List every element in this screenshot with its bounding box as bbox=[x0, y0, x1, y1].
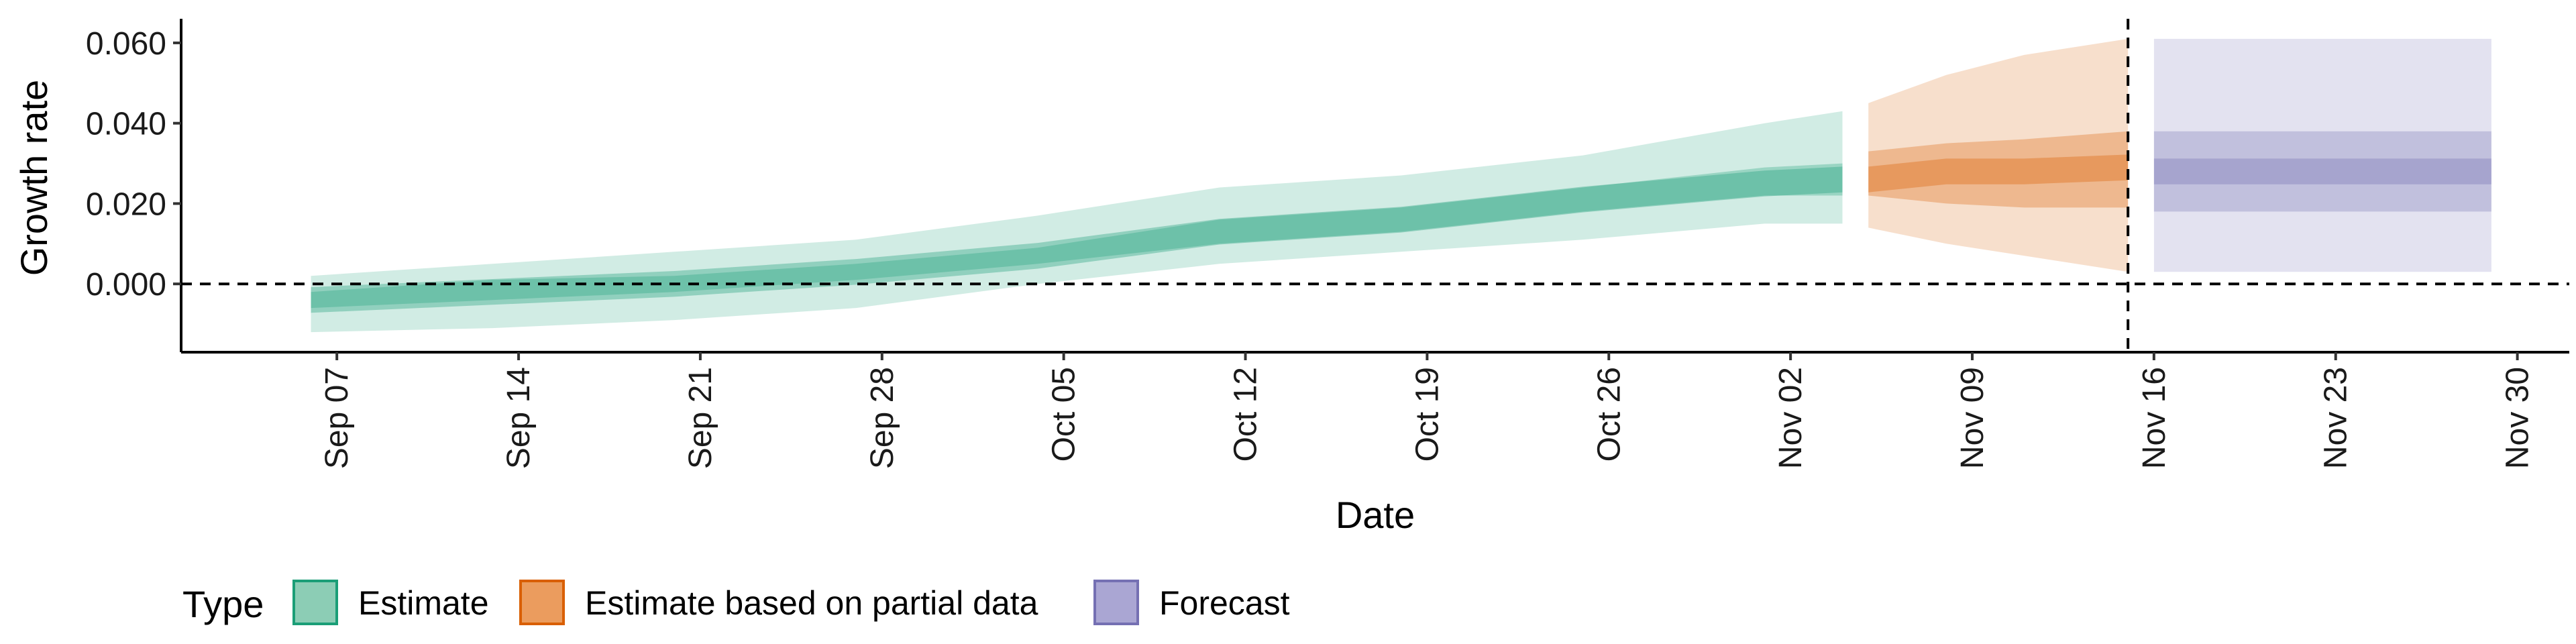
y-tick-label: 0.000 bbox=[86, 267, 166, 303]
band-median-partial bbox=[1868, 154, 2129, 193]
x-tick-label: Sep 21 bbox=[683, 367, 718, 469]
x-tick-label: Nov 02 bbox=[1773, 367, 1809, 469]
band-90-forecast bbox=[2153, 38, 2491, 272]
band-90-estimate bbox=[311, 111, 1843, 333]
x-axis-title: Date bbox=[1336, 494, 1415, 536]
axes: 0.000 0.020 0.040 0.060 Sep 07 Sep 14 Sep 21 Se… bbox=[86, 19, 2569, 469]
y-tick-label: 0.020 bbox=[86, 186, 166, 222]
x-tick-label: Oct 05 bbox=[1046, 367, 1082, 462]
band-90-partial bbox=[1868, 38, 2129, 272]
x-tick-label: Nov 16 bbox=[2137, 367, 2172, 469]
x-tick-label: Sep 28 bbox=[865, 367, 900, 469]
legend-key-partial bbox=[519, 580, 565, 625]
band-median-estimate bbox=[311, 166, 1843, 313]
legend-title: Type bbox=[182, 583, 264, 625]
legend-key-estimate bbox=[292, 580, 338, 625]
legend-label-partial: Estimate based on partial data bbox=[585, 584, 1038, 622]
band-50-forecast bbox=[2153, 131, 2491, 212]
legend: Type Estimate Estimate based on partial … bbox=[182, 580, 1290, 625]
x-tick-label: Sep 14 bbox=[501, 367, 537, 469]
x-tick-label: Oct 12 bbox=[1228, 367, 1264, 462]
y-tick-label: 0.040 bbox=[86, 107, 166, 142]
x-tick-label: Nov 09 bbox=[1955, 367, 1990, 469]
band-50-partial bbox=[1868, 131, 2129, 208]
x-tick-label: Oct 26 bbox=[1591, 367, 1627, 462]
legend-label-estimate: Estimate bbox=[358, 584, 489, 622]
x-tick-label: Oct 19 bbox=[1409, 367, 1445, 462]
legend-label-forecast: Forecast bbox=[1159, 584, 1290, 622]
x-tick-label: Nov 30 bbox=[2500, 367, 2536, 469]
plot-area bbox=[311, 38, 2491, 333]
band-median-forecast bbox=[2153, 158, 2491, 184]
y-tick-label: 0.060 bbox=[86, 26, 166, 62]
reference-lines bbox=[181, 19, 2569, 352]
x-tick-label: Nov 23 bbox=[2318, 367, 2354, 469]
x-tick-label: Sep 07 bbox=[319, 367, 355, 469]
y-axis-title: Growth rate bbox=[13, 80, 55, 276]
band-50-estimate bbox=[311, 163, 1843, 309]
legend-key-forecast bbox=[1093, 580, 1139, 625]
